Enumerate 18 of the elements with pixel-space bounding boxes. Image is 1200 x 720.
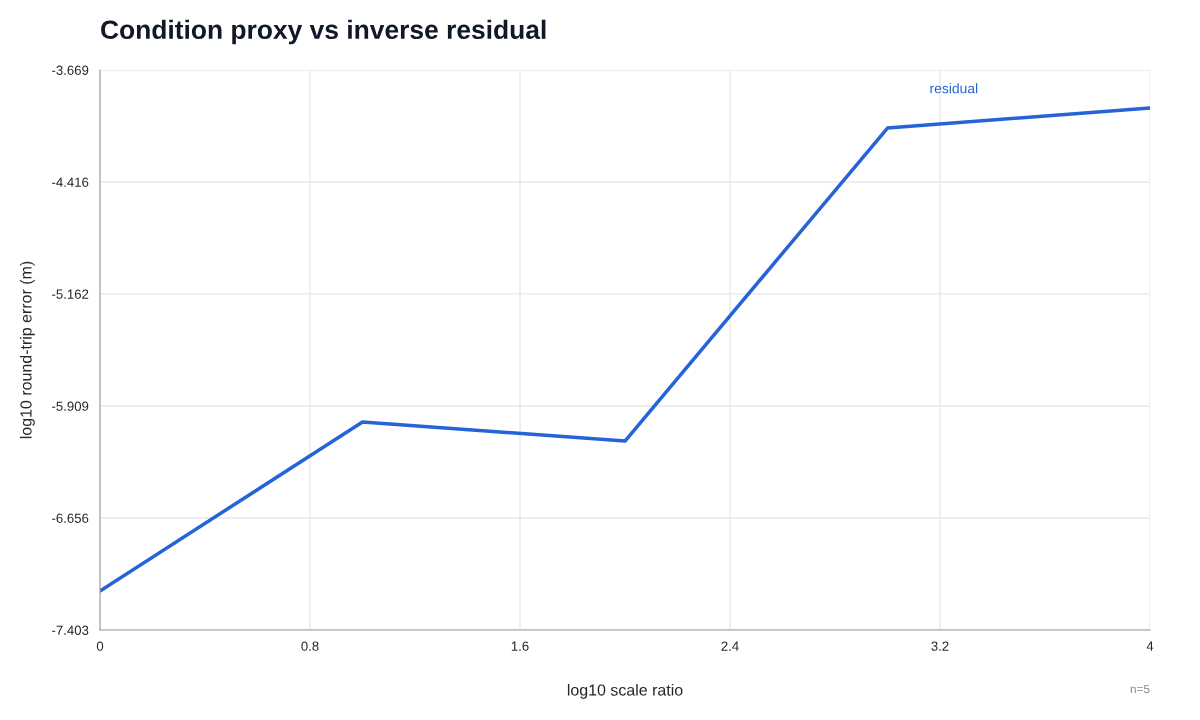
y-tick-label: -5.162 <box>52 289 89 299</box>
x-tick-label: 3.2 <box>931 641 949 651</box>
x-axis-title: log10 scale ratio <box>567 683 683 699</box>
y-tick-label: -7.403 <box>52 625 89 635</box>
y-tick-label: -3.669 <box>52 65 89 75</box>
series-label: residual <box>930 83 978 94</box>
text: n=5 <box>1130 684 1150 694</box>
x-tick-label: 4 <box>1146 641 1154 651</box>
line-series <box>100 106 1150 593</box>
x-tick-label: 0.8 <box>301 641 319 651</box>
x-tick-label: 0 <box>96 641 104 651</box>
x-tick-label: 2.4 <box>721 641 739 651</box>
chart-title: Condition proxy vs inverse residual <box>101 19 546 45</box>
y-tick-label: -5.909 <box>52 401 89 411</box>
x-tick-label: 1.6 <box>511 641 529 651</box>
y-tick-label: -4.416 <box>52 177 89 187</box>
y-axis-title: log10 round-trip error (m) <box>19 261 35 439</box>
y-tick-label: -6.656 <box>52 513 89 523</box>
